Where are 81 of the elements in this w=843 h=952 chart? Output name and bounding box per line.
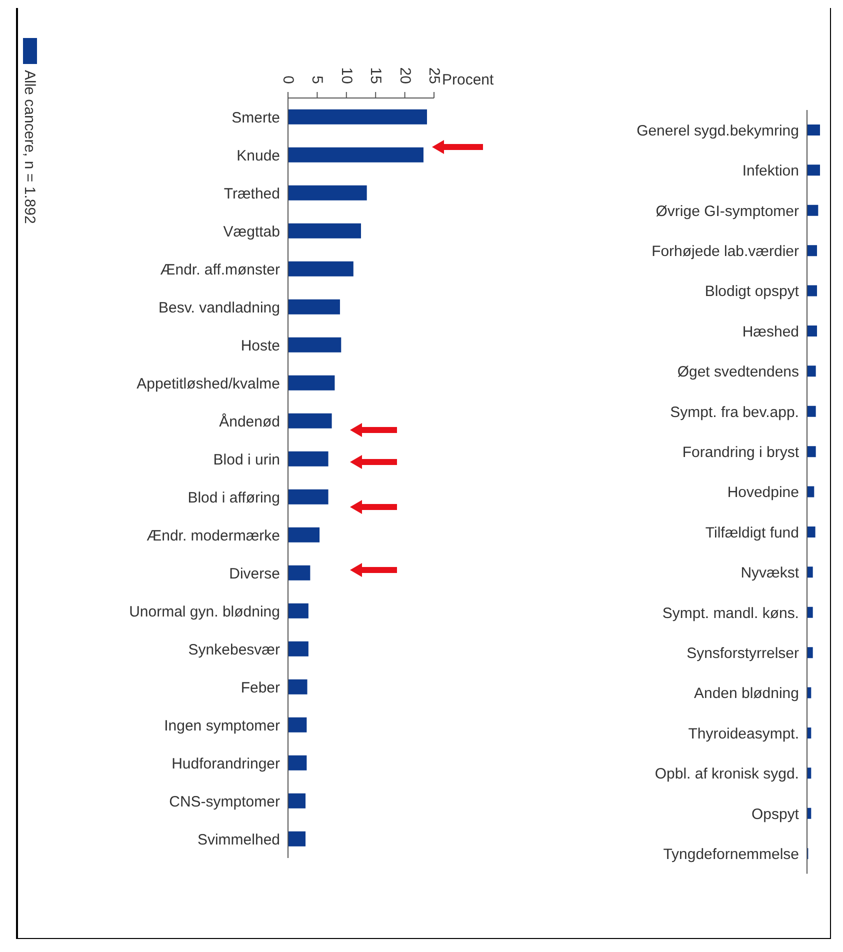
y-tick-label: Øvrige GI-symptomer [656, 202, 799, 220]
bar [288, 413, 332, 428]
y-tick-label: Vægttab [223, 223, 280, 240]
y-tick-label: Sympt. mandl. køns. [662, 604, 799, 622]
y-tick-label: Generel sygd.bekymring [636, 122, 799, 140]
y-tick-label: Diverse [229, 565, 280, 582]
bar [807, 406, 816, 417]
y-tick-label: Blod i urin [213, 451, 280, 468]
y-tick-label: Sympt. fra bev.app. [670, 404, 799, 421]
bar [288, 831, 306, 846]
y-tick-label: Knude [236, 147, 280, 164]
y-tick-label: CNS-symptomer [169, 793, 280, 810]
bar [807, 164, 820, 176]
y-tick-label: Åndenød [219, 412, 280, 430]
bar [807, 285, 818, 296]
bar [288, 755, 307, 770]
bar [807, 245, 818, 256]
y-tick-label: Thyroideasympt. [688, 725, 799, 742]
bar [288, 527, 320, 542]
bar [288, 147, 424, 162]
y-tick-label: Infektion [742, 162, 799, 180]
y-tick-label: Synsforstyrrelser [686, 645, 800, 662]
bar [288, 717, 307, 732]
bar [807, 566, 813, 578]
x-tick-label: 15 [367, 67, 384, 84]
bar [288, 565, 310, 580]
y-tick-label: Besv. vandladning [158, 299, 280, 316]
bar [288, 109, 427, 124]
bar [807, 325, 818, 336]
x-tick-label: 20 [396, 67, 414, 84]
bar [288, 603, 308, 618]
bar [807, 647, 813, 658]
bar [807, 124, 820, 136]
x-tick-label: 10 [338, 67, 355, 84]
bar [288, 489, 328, 504]
y-tick-label: Hovedpine [727, 484, 799, 502]
bar [288, 641, 308, 656]
y-tick-label: Synkebesvær [188, 641, 280, 658]
bar [288, 261, 354, 276]
bar [288, 337, 342, 352]
y-tick-label: Forhøjede lab.værdier [652, 243, 799, 260]
bar [807, 204, 818, 216]
bar [807, 486, 814, 498]
y-tick-label: Svimmelhed [197, 831, 280, 848]
y-tick-label: Appetitløshed/kvalme [136, 375, 280, 392]
y-tick-label: Hudforandringer [172, 755, 280, 772]
bar [807, 446, 816, 458]
x-tick-label: 5 [308, 76, 326, 84]
y-tick-label: Unormal gyn. blødning [129, 603, 280, 620]
y-tick-label: Opspyt [752, 806, 800, 823]
bar [288, 185, 367, 200]
bar [288, 299, 340, 314]
bar [288, 451, 328, 466]
y-tick-label: Ingen symptomer [164, 717, 280, 734]
bar [288, 375, 335, 390]
y-tick-label: Anden blødning [694, 685, 799, 702]
y-tick-label: Nyvækst [740, 564, 800, 582]
bar [807, 526, 816, 538]
bar [807, 366, 816, 377]
x-axis-title: Procent [442, 72, 495, 88]
x-tick-label: 0 [280, 76, 296, 84]
y-tick-label: Forandring i bryst [682, 444, 800, 462]
y-tick-label: Træthed [224, 185, 280, 202]
y-tick-label: Smerte [232, 109, 280, 126]
y-tick-label: Hoste [240, 337, 280, 354]
bar [807, 606, 813, 618]
y-tick-label: Blodigt opspyt [704, 283, 800, 300]
y-tick-label: Feber [240, 679, 280, 696]
bar [288, 223, 361, 238]
y-tick-label: Øget svedtendens [677, 364, 799, 381]
y-tick-label: Opbl. af kronisk sygd. [654, 766, 799, 783]
bar [288, 679, 308, 694]
y-tick-label: Tyngdefornemmelse [663, 846, 799, 864]
x-tick-label: 25 [426, 67, 442, 84]
y-tick-label: Ændr. aff.mønster [160, 261, 280, 278]
y-tick-label: Ændr. modermærke [146, 527, 280, 544]
y-tick-label: Blod i afføring [188, 489, 280, 506]
y-tick-label: Tilfældigt fund [705, 524, 799, 542]
legend-label: Alle cancere, n = 1.892 [21, 70, 38, 224]
bar [288, 793, 306, 808]
y-tick-label: Hæshed [742, 323, 799, 340]
